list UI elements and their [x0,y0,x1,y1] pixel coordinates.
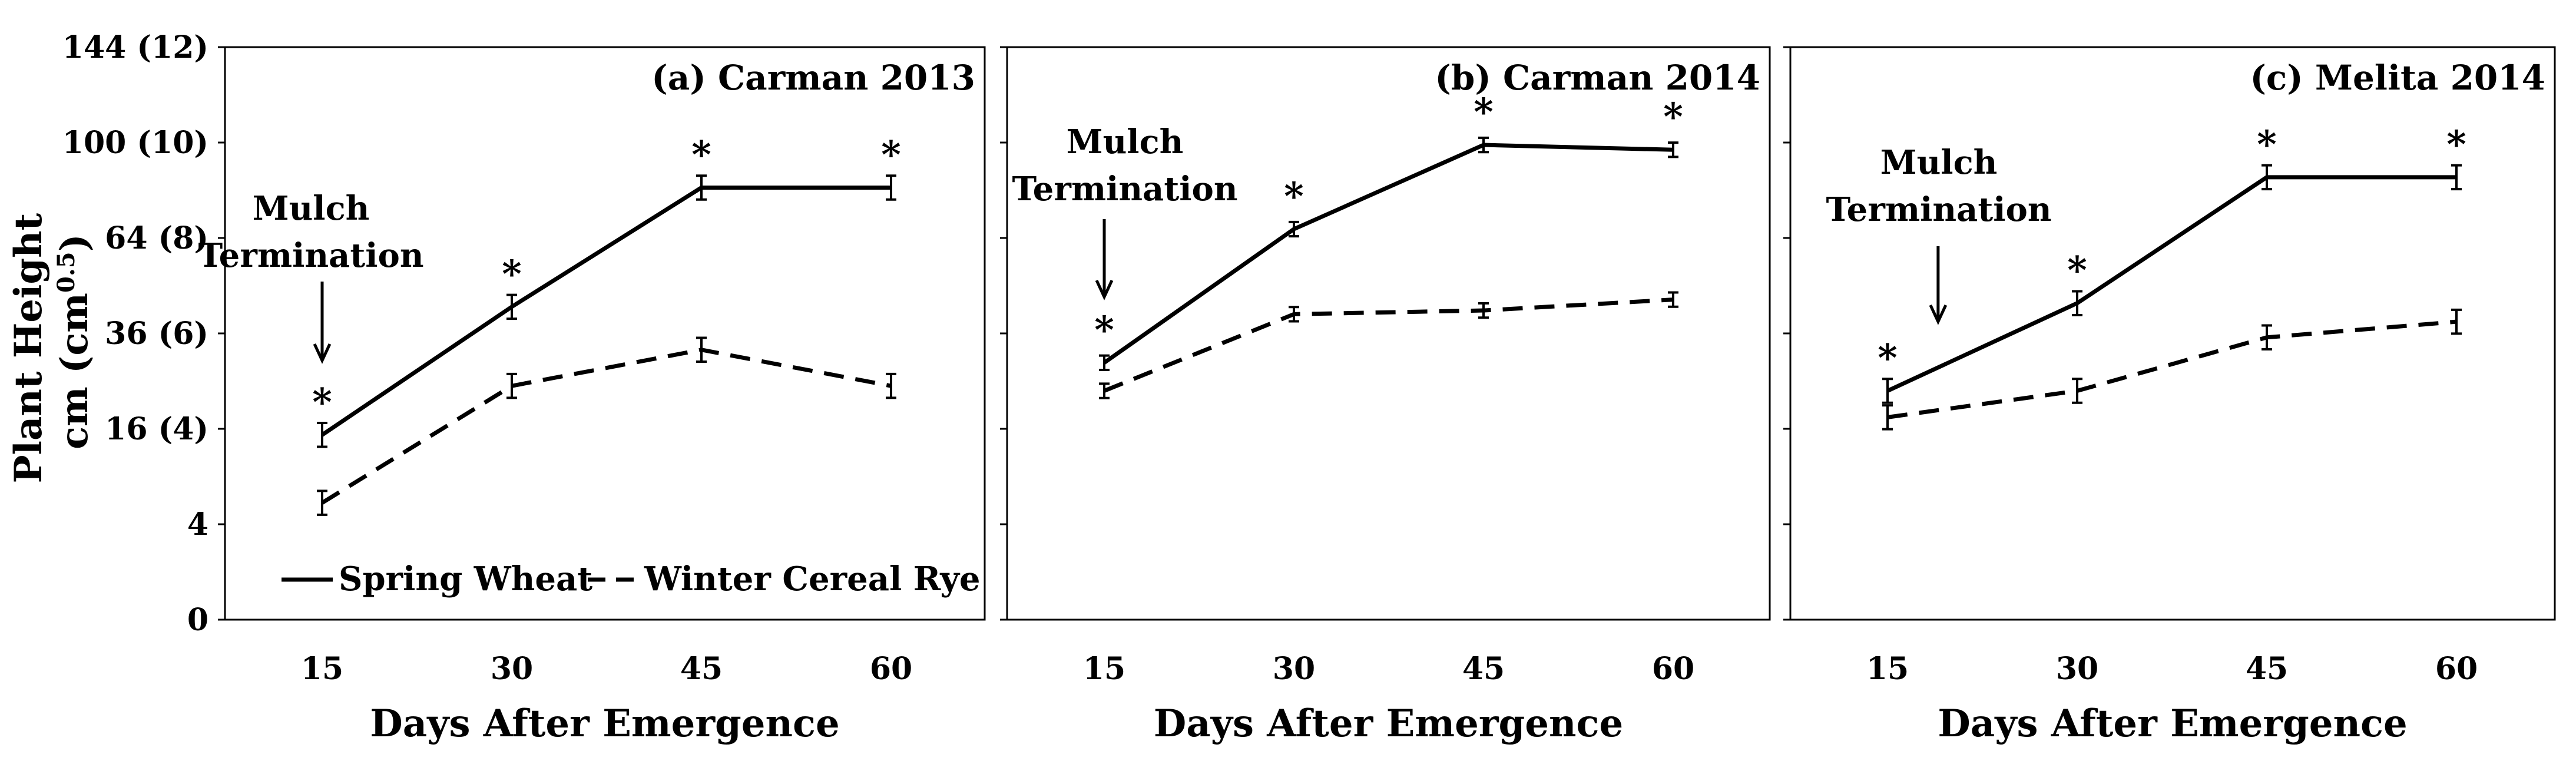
plot-frame [224,46,986,621]
annotation-label: Termination [1012,170,1237,209]
significance-star: * [2067,249,2087,293]
annotation-arrowhead [1929,304,1948,325]
x-tick-label: 60 [1652,651,1694,687]
x-axis-label: Days After Emergence [1154,702,1623,746]
y-axis-label-close: ) [52,234,97,252]
significance-star: * [2446,123,2466,167]
y-axis-label-line1: Plant Height [6,213,51,483]
annotation-label: Termination [198,236,423,275]
y-tick-label: 144 (12) [62,29,208,65]
annotation-label: Mulch [1880,143,1998,182]
x-tick-label: 45 [1462,651,1505,687]
panel-title: (a) Carman 2013 [651,58,975,98]
x-tick-label: 30 [2056,651,2098,687]
significance-star: * [502,252,521,296]
spring-wheat-series-line [1886,175,2456,393]
x-axis-label: Days After Emergence [370,702,839,746]
significance-star: * [2257,123,2276,167]
plot-frame [1789,46,2556,621]
annotation-label: Mulch [1067,123,1184,161]
x-tick-label: 15 [1083,651,1125,687]
significance-star: * [1663,95,1683,139]
chart-panel-1: 0 4 16 (4) 36 (6) 64 (8) 100 (10) 144 (12) 15 30… [62,29,986,746]
y-tick-label: 16 (4) [105,411,208,447]
x-tick-label: 15 [301,651,343,687]
y-tick-label: 36 (6) [105,316,208,352]
chart-panel-2: 15 30 45 60 Days After Emergence (b) Carman 2… [1000,46,1771,746]
y-tick-label: 0 [187,602,208,638]
significance-star: * [1284,174,1303,219]
significance-star: * [312,380,332,424]
annotation-label: Mulch [253,189,370,228]
panel-title: (b) Carman 2014 [1435,58,1760,98]
panel-title: (c) Melita 2014 [2250,58,2545,98]
winter-cereal-rye-series-line [1887,319,2457,419]
y-axis-label-line2: cm (cm [52,293,97,449]
significance-star: * [1878,336,1897,381]
x-tick-label: 30 [491,651,533,687]
y-tick-label: 64 (8) [105,220,208,256]
significance-star: * [881,133,900,177]
legend-spring-wheat-label: Spring Wheat [339,560,592,598]
panels-layer: 0 4 16 (4) 36 (6) 64 (8) 100 (10) 144 (12) 15 30… [62,29,2556,746]
x-tick-label: 30 [1273,651,1315,687]
y-tick-label: 100 (10) [62,125,208,161]
chart-panel-3: 15 30 45 60 Days After Emergence (c) Melita 2… [1783,46,2556,746]
y-axis-label-superscript: 0.5 [52,252,80,293]
y-axis-label: Plant Height cm (cm0.5) [6,200,97,484]
x-tick-label: 45 [2246,651,2288,687]
significance-star: * [1474,90,1493,134]
legend-winter-cereal-rye-label: Winter Cereal Rye [644,560,981,598]
annotation-arrowhead [1095,279,1114,300]
x-tick-label: 45 [680,651,723,687]
x-tick-label: 60 [2435,651,2478,687]
annotation-arrowhead [313,343,332,364]
annotation-label: Termination [1826,190,2051,229]
x-axis-label: Days After Emergence [1938,702,2407,746]
winter-cereal-rye-series-line [321,348,892,505]
winter-cereal-rye-series-line [1103,297,1674,393]
x-tick-label: 60 [870,651,912,687]
x-tick-label: 15 [1866,651,1909,687]
spring-wheat-series-line [321,186,891,437]
significance-star: * [691,133,711,177]
y-tick-label: 4 [187,507,208,543]
spring-wheat-series-line [1102,143,1674,365]
significance-star: * [1094,308,1114,352]
